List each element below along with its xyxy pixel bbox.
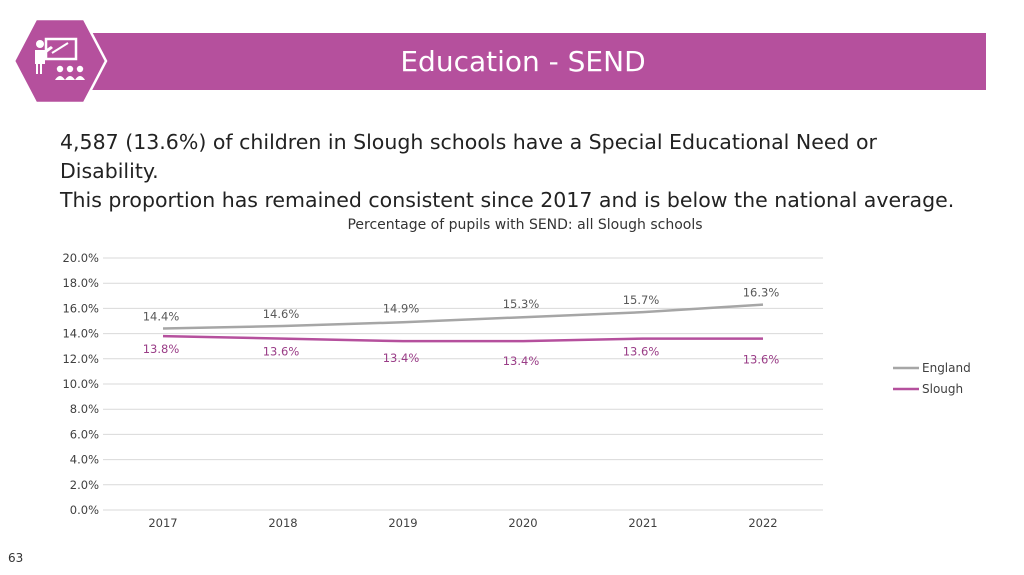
data-label-england: 14.9% [383, 301, 420, 315]
y-tick-label: 10.0% [62, 377, 99, 391]
data-label-england: 14.4% [143, 310, 180, 324]
x-tick-label: 2019 [388, 516, 417, 530]
legend-label-england: England [922, 361, 971, 375]
y-tick-label: 0.0% [70, 503, 99, 517]
teacher-presentation-icon [12, 17, 108, 105]
y-tick-label: 12.0% [62, 352, 99, 366]
data-label-england: 15.3% [503, 297, 540, 311]
series-line-slough [162, 334, 763, 343]
y-tick-label: 2.0% [70, 478, 99, 492]
y-tick-label: 20.0% [62, 251, 99, 265]
header-banner [60, 33, 986, 90]
x-tick-label: 2017 [148, 516, 177, 530]
data-label-slough: 13.8% [143, 342, 180, 356]
y-tick-label: 8.0% [70, 402, 99, 416]
summary-line-1: 4,587 (13.6%) of children in Slough scho… [60, 130, 877, 183]
x-tick-label: 2022 [748, 516, 777, 530]
data-label-england: 14.6% [263, 307, 300, 321]
y-tick-label: 14.0% [62, 327, 99, 341]
data-label-slough: 13.4% [383, 351, 420, 365]
series-line-england [162, 303, 764, 330]
legend-label-slough: Slough [922, 382, 963, 396]
chart-title: Percentage of pupils with SEND: all Slou… [347, 217, 702, 233]
x-tick-label: 2021 [628, 516, 657, 530]
data-label-england: 16.3% [743, 286, 780, 300]
y-tick-label: 16.0% [62, 301, 99, 315]
y-tick-label: 4.0% [70, 453, 99, 467]
summary-text: 4,587 (13.6%) of children in Slough scho… [60, 128, 980, 215]
y-tick-label: 6.0% [70, 427, 99, 441]
page-number: 63 [8, 551, 24, 565]
data-label-slough: 13.4% [503, 354, 540, 368]
data-label-slough: 13.6% [263, 345, 300, 359]
summary-line-2: This proportion has remained consistent … [60, 188, 955, 212]
x-tick-label: 2020 [508, 516, 537, 530]
page-title: Education - SEND [400, 45, 646, 78]
data-label-england: 15.7% [623, 293, 660, 307]
data-label-slough: 13.6% [743, 353, 780, 367]
y-tick-label: 18.0% [62, 276, 99, 290]
x-tick-label: 2018 [268, 516, 297, 530]
data-label-slough: 13.6% [623, 345, 660, 359]
